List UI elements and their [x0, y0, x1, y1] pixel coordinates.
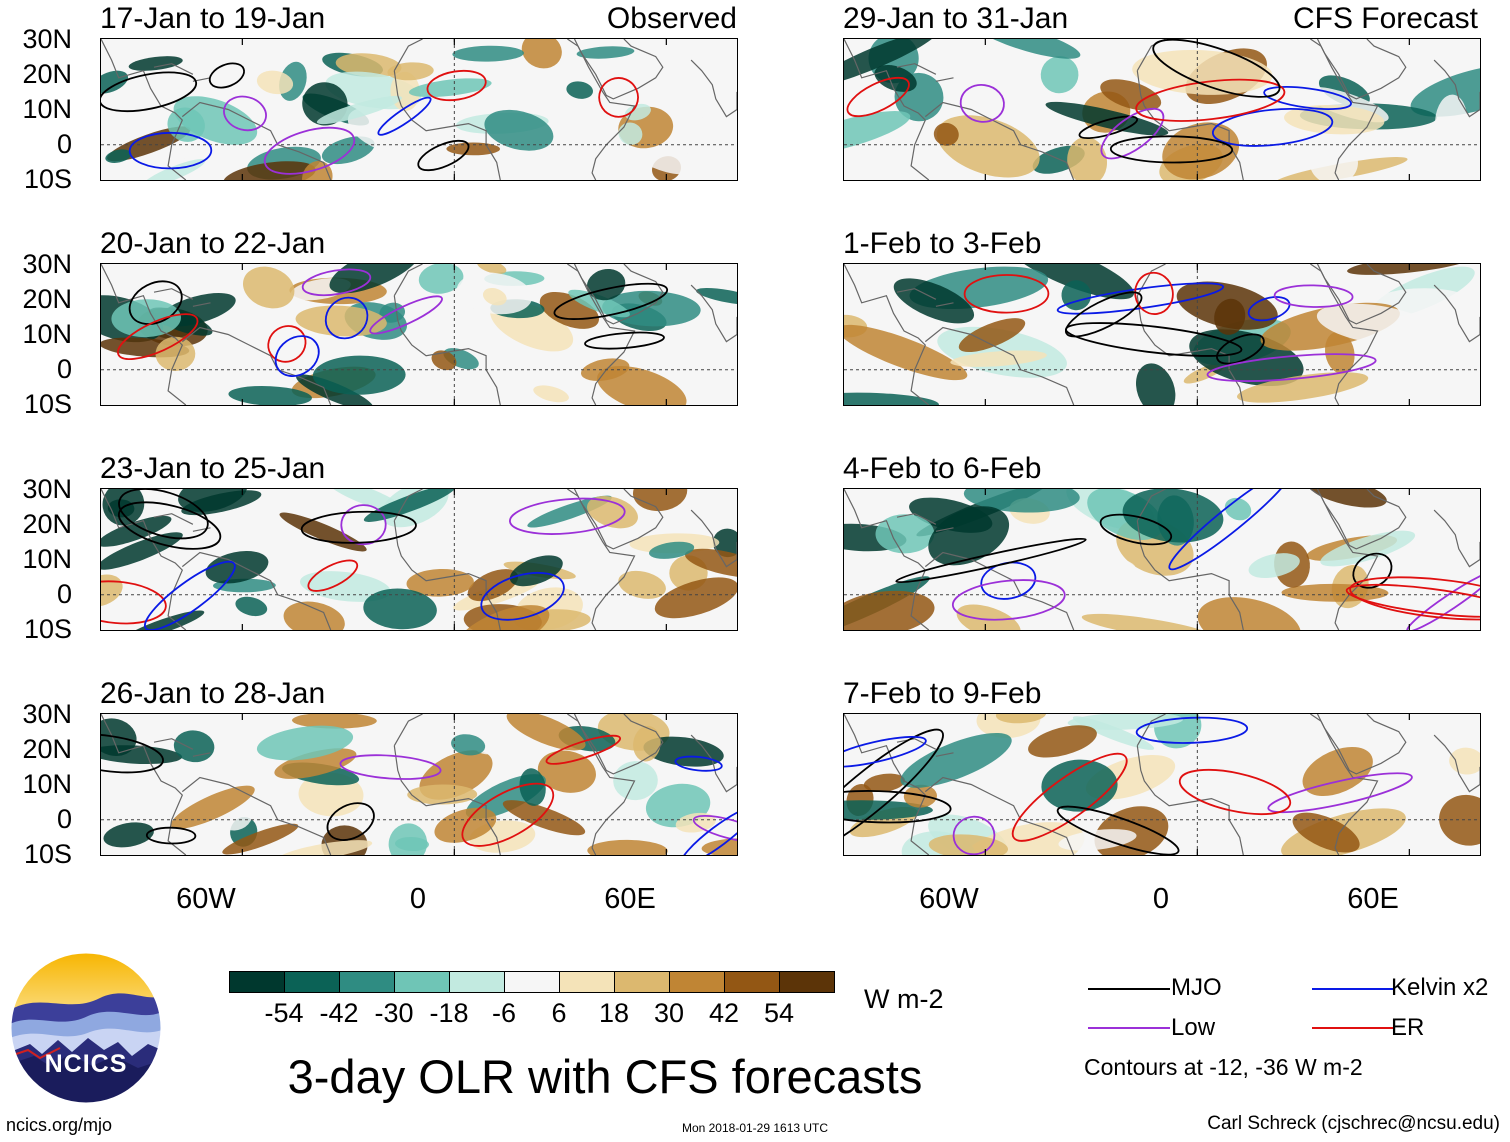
panel-title-6: 1-Feb to 3-Feb: [843, 227, 1042, 260]
legend-label-low: Low: [1171, 1014, 1216, 1041]
panel-title-8: 7-Feb to 9-Feb: [843, 677, 1042, 710]
map-panel-8: [843, 713, 1481, 856]
lon-label: 60E: [604, 883, 656, 915]
panel-title-2: 20-Jan to 22-Jan: [100, 227, 326, 260]
legend-line-mjo: [1088, 988, 1170, 990]
lon-label: 0: [409, 883, 427, 915]
panel-title-1: 17-Jan to 19-Jan: [100, 2, 326, 35]
panel-tag-observed: Observed: [606, 2, 737, 35]
colorbar-swatch: [339, 971, 395, 993]
lat-label: 30N: [22, 474, 72, 504]
lat-label: 10S: [23, 614, 72, 644]
colorbar-swatch: [614, 971, 670, 993]
main-title: 3-day OLR with CFS forecasts: [287, 1050, 923, 1103]
site-link[interactable]: ncics.org/mjo: [6, 1115, 113, 1135]
panel-tag-forecast: CFS Forecast: [1292, 2, 1478, 35]
legend-label-er: ER: [1391, 1014, 1425, 1041]
lat-label: 10N: [22, 769, 72, 799]
lat-label: 10N: [22, 319, 72, 349]
ncics-logo: NCICS: [10, 952, 162, 1104]
colorbar-swatch: [284, 971, 340, 993]
legend-line-er: [1312, 1027, 1394, 1029]
map-panel-7: [843, 488, 1481, 631]
legend-line-low: [1088, 1027, 1170, 1029]
map-panel-5: [843, 38, 1481, 181]
lon-label: 0: [1152, 883, 1170, 915]
map-panel-1: [100, 38, 738, 181]
lat-label: 0: [56, 579, 72, 609]
colorbar-tick-label: -42: [319, 998, 359, 1028]
lat-label: 20N: [22, 284, 72, 314]
colorbar-swatch: [724, 971, 780, 993]
legend-line-kelvin: [1312, 988, 1394, 990]
lat-label: 10N: [22, 544, 72, 574]
map-panel-2: [100, 263, 738, 406]
colorbar-swatch: [669, 971, 725, 993]
colorbar-tick-label: 30: [653, 998, 685, 1028]
colorbar-swatch: [779, 971, 835, 993]
legend-note: Contours at -12, -36 W m-2: [1084, 1054, 1363, 1080]
colorbar-tick-label: -18: [429, 998, 469, 1028]
colorbar-tick-label: -6: [491, 998, 516, 1028]
lat-label: 20N: [22, 734, 72, 764]
lat-label: 30N: [22, 24, 72, 54]
lon-label: 60W: [919, 883, 979, 915]
lat-label: 0: [56, 354, 72, 384]
colorbar-swatch: [394, 971, 450, 993]
panel-title-7: 4-Feb to 6-Feb: [843, 452, 1042, 485]
legend-label-kelvin: Kelvin x2: [1391, 974, 1489, 1001]
panel-title-4: 26-Jan to 28-Jan: [100, 677, 326, 710]
logo-text: NCICS: [44, 1050, 128, 1078]
lat-label: 0: [56, 129, 72, 159]
colorbar-swatch: [229, 971, 285, 993]
colorbar-swatch: [504, 971, 560, 993]
colorbar-tick-label: -54: [264, 998, 304, 1028]
lat-label: 10S: [23, 839, 72, 869]
colorbar-tick-label: 18: [598, 998, 630, 1028]
lat-label: 10S: [23, 389, 72, 419]
map-panel-3: [100, 488, 738, 631]
lat-label: 10S: [23, 164, 72, 194]
colorbar-swatch: [449, 971, 505, 993]
lat-label: 30N: [22, 699, 72, 729]
panel-title-5: 29-Jan to 31-Jan: [843, 2, 1069, 35]
map-panel-4: [100, 713, 738, 856]
lat-label: 0: [56, 804, 72, 834]
lat-label: 20N: [22, 509, 72, 539]
author-credit: Carl Schreck (cjschrec@ncsu.edu): [1207, 1113, 1500, 1134]
lat-label: 20N: [22, 59, 72, 89]
map-panel-6: [843, 263, 1481, 406]
colorbar-swatch: [559, 971, 615, 993]
colorbar-tick-label: 42: [708, 998, 740, 1028]
lat-label: 10N: [22, 94, 72, 124]
colorbar-tick-label: 54: [763, 998, 795, 1028]
colorbar-tick-label: -30: [374, 998, 414, 1028]
lon-label: 60E: [1347, 883, 1399, 915]
legend-label-mjo: MJO: [1171, 974, 1222, 1001]
units-label: W m-2: [864, 984, 944, 1014]
timestamp: Mon 2018-01-29 1613 UTC: [681, 1121, 829, 1135]
lon-label: 60W: [176, 883, 236, 915]
lat-label: 30N: [22, 249, 72, 279]
panel-title-3: 23-Jan to 25-Jan: [100, 452, 326, 485]
colorbar-tick-label: 6: [551, 998, 567, 1028]
